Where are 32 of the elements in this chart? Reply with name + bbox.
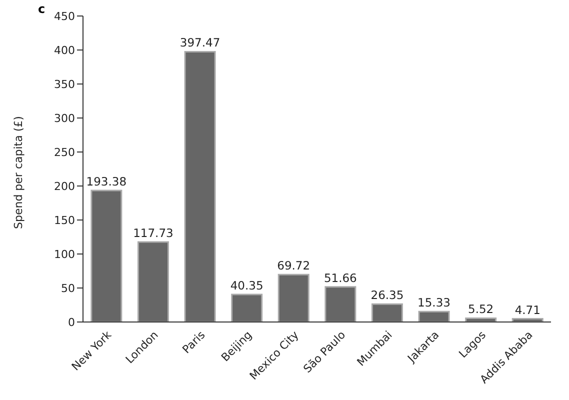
data-label: 26.35 [370,288,404,302]
data-label: 69.72 [277,258,310,273]
y-tick-label: 400 [54,44,75,57]
bar [231,294,263,322]
text: c [38,2,46,16]
y-tick-label: 0 [68,316,75,329]
data-label: 193.38 [86,174,127,188]
bar [184,50,216,322]
bar [324,286,356,322]
data-label: 5.52 [468,302,494,316]
bar [137,241,169,322]
bar [90,190,122,322]
bar [465,317,497,322]
bar [512,318,544,322]
data-label: 40.35 [230,278,264,293]
y-tick-label: 350 [54,78,75,91]
y-tick-label: 150 [54,214,75,227]
data-label: 117.73 [133,226,174,240]
bar [278,274,310,322]
y-axis-title: Spend per capita (£) [12,116,25,229]
y-tick-label: 100 [54,248,75,261]
bar [418,310,450,322]
data-label: 51.66 [324,270,357,285]
y-tick-label: 250 [54,146,75,159]
y-tick-label: 300 [54,112,75,125]
y-tick-label: 200 [54,180,75,193]
data-label: 397.47 [180,36,220,50]
y-tick-label: 450 [54,10,75,23]
data-label: 15.33 [418,296,450,310]
data-label: 4.71 [514,302,540,317]
y-tick-label: 50 [61,282,75,295]
bar [371,303,403,322]
